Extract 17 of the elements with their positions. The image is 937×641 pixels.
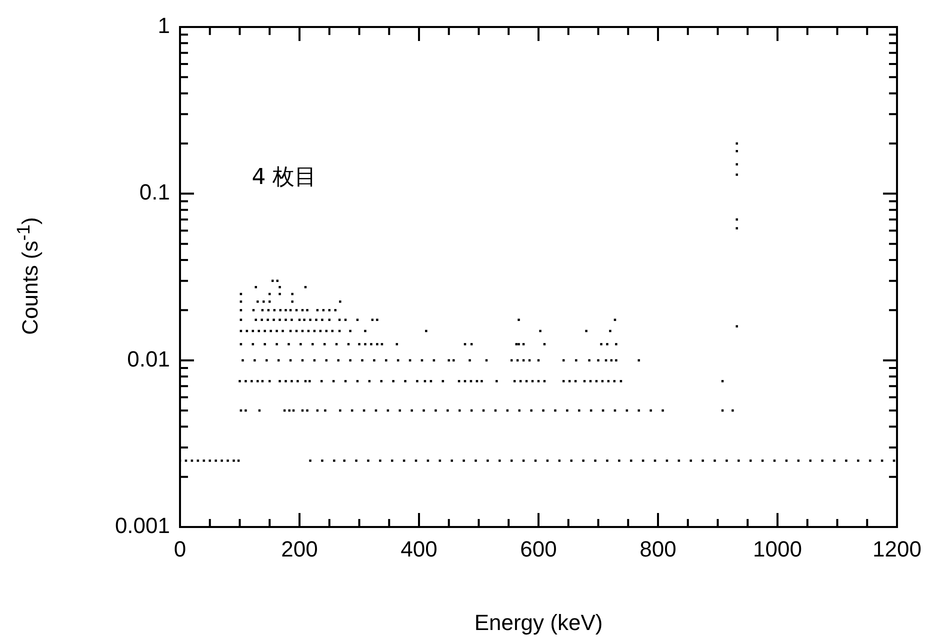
x-axis-title: Energy (keV) — [474, 610, 603, 635]
y-tick-label: 0.01 — [127, 346, 170, 372]
x-tick-label: 800 — [640, 536, 676, 562]
x-tick-label: 200 — [281, 536, 318, 562]
point — [268, 292, 271, 296]
x-tick-label: 600 — [520, 536, 557, 562]
annotation: 4 枚目 — [252, 164, 317, 192]
point — [398, 409, 402, 412]
x-tick-label: 400 — [400, 536, 438, 562]
point — [638, 409, 640, 412]
y-tick-label: 0.1 — [139, 180, 170, 205]
x-tick-label: 1000 — [753, 536, 802, 562]
point — [518, 409, 521, 412]
y-tick-label: 0.001 — [114, 513, 170, 538]
x-tick-label: 0 — [174, 536, 186, 562]
y-tick-label: 1 — [158, 13, 170, 38]
x-tick-label: 1200 — [872, 536, 922, 562]
